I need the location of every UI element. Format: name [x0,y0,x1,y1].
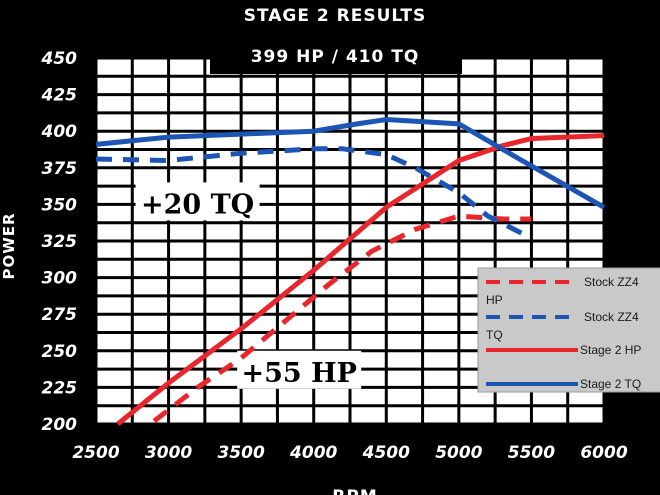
annotation-label: +20 TQ [141,189,254,220]
y-axis-label: POWER [0,212,18,279]
x-tick-label: 4500 [362,443,410,463]
annotations: +20 TQ +55 HP [135,182,362,389]
y-tick-label: 400 [41,122,78,142]
x-tick-label: 6000 [580,443,627,463]
series-lines [95,117,606,426]
y-tick-labels: 200 225 250 275 300 325 350 375 400 425 450 [41,49,78,435]
x-tick-label: 3000 [145,443,192,463]
chart-title: STAGE 2 RESULTS [244,6,427,26]
y-tick-label: 200 [42,415,78,435]
chart-subtitle: 399 HP / 410 TQ [251,47,420,67]
series-line [95,117,606,210]
y-tick-label: 350 [42,195,78,215]
x-tick-label: 5500 [508,443,555,463]
y-tick-label: 450 [41,49,78,69]
legend-label: Stock ZZ4 TQ [486,310,639,342]
x-axis-label: RPM [332,487,377,495]
y-tick-label: 375 [42,159,78,179]
series-line [95,146,533,241]
legend-label: Stock ZZ4 HP [486,275,639,307]
title-box [210,40,462,74]
x-tick-label: 4000 [289,443,337,463]
x-tick-label: 5000 [435,443,482,463]
y-tick-label: 250 [42,342,78,362]
y-tick-label: 300 [42,269,78,289]
annotation-label: +55 HP [241,358,356,389]
legend-label: Stage 2 TQ [580,377,641,391]
annotation-box [135,182,260,221]
annotation-box [237,350,362,389]
x-tick-label: 2500 [72,443,119,463]
y-tick-label: 325 [42,232,78,252]
y-tick-label: 225 [42,378,78,398]
x-tick-labels: 2500 3000 3500 4000 4500 5000 5500 6000 [72,443,627,463]
y-tick-label: 275 [42,305,78,325]
y-tick-label: 425 [41,86,78,106]
x-tick-label: 3500 [217,443,264,463]
legend-label: Stage 2 HP [580,343,641,357]
series-line [116,133,605,426]
legend-box [477,267,660,393]
series-line [152,213,532,424]
